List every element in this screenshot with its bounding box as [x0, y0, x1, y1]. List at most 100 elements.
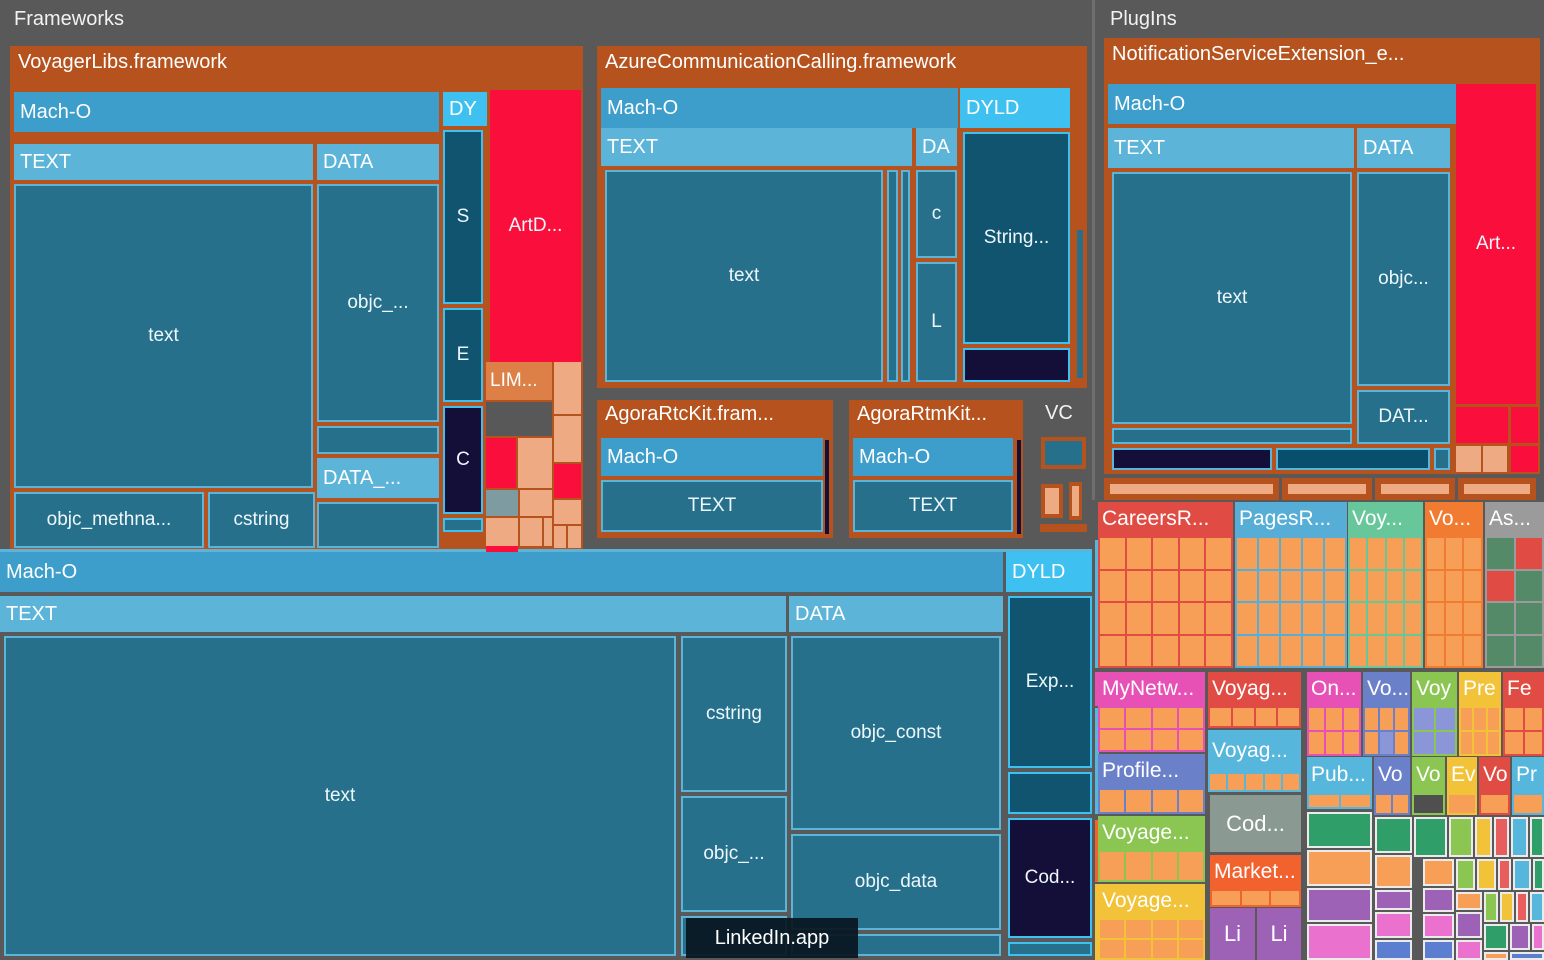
treemap-cell[interactable]: [1494, 817, 1509, 857]
treemap-cell[interactable]: [1307, 812, 1372, 848]
treemap-cell[interactable]: [486, 402, 552, 436]
treemap-cell[interactable]: [317, 502, 439, 548]
treemap-cell[interactable]: [1474, 708, 1486, 730]
treemap-cell[interactable]: [1380, 732, 1393, 754]
treemap-cell[interactable]: [1461, 732, 1473, 754]
treemap-cell[interactable]: [1153, 603, 1178, 634]
treemap-cell[interactable]: objc...: [1357, 172, 1450, 386]
treemap-cell[interactable]: [1524, 708, 1542, 730]
treemap-cell[interactable]: [1475, 817, 1492, 857]
treemap-cell[interactable]: [1505, 708, 1523, 730]
treemap-cell[interactable]: [1095, 884, 1099, 960]
treemap-cell[interactable]: [1343, 708, 1359, 730]
framework-agorartmkit[interactable]: AgoraRtmKit... Mach-O TEXT: [849, 400, 1023, 538]
treemap-cell[interactable]: [1375, 890, 1412, 910]
treemap-cell[interactable]: [1237, 570, 1257, 601]
treemap-cell[interactable]: [1303, 570, 1323, 601]
treemap-cell[interactable]: [1434, 448, 1450, 470]
treemap-cell[interactable]: [1259, 570, 1279, 601]
treemap-cell[interactable]: [1178, 940, 1203, 958]
treemap-cell[interactable]: [1228, 774, 1245, 790]
framework-voyagerlibs[interactable]: VoyagerLibs.framework Mach-O DY ArtD... …: [10, 46, 583, 552]
treemap-cell[interactable]: [1350, 538, 1367, 569]
data-band[interactable]: DATA: [1357, 128, 1450, 168]
treemap-cell[interactable]: [1487, 538, 1514, 569]
treemap-cell[interactable]: objc_...: [681, 796, 787, 912]
treemap-cell[interactable]: [486, 490, 518, 516]
treemap-cell[interactable]: [825, 440, 829, 534]
treemap-cell[interactable]: objc_...: [317, 184, 439, 422]
treemap-cell[interactable]: [1153, 635, 1178, 666]
treemap-cell[interactable]: [1282, 774, 1299, 790]
treemap-cell[interactable]: [554, 500, 581, 524]
mosaic-section[interactable]: Vo: [1374, 757, 1410, 815]
treemap-cell[interactable]: [1126, 940, 1151, 958]
treemap-cell[interactable]: [1423, 859, 1454, 886]
treemap-cell[interactable]: [1456, 912, 1482, 938]
mosaic-section[interactable]: Vo: [1479, 757, 1510, 815]
treemap-cell[interactable]: [1110, 484, 1273, 494]
treemap-cell[interactable]: [1152, 790, 1177, 812]
treemap-cell[interactable]: [1381, 484, 1449, 494]
treemap-cell[interactable]: [1484, 892, 1498, 922]
treemap-cell[interactable]: [1045, 488, 1059, 514]
treemap-cell[interactable]: L: [916, 262, 957, 382]
treemap-cell[interactable]: [518, 438, 552, 488]
treemap-cell[interactable]: [520, 490, 552, 516]
mosaic-section[interactable]: Voyage...: [1098, 816, 1205, 882]
treemap-cell[interactable]: [1126, 570, 1152, 601]
treemap-cell[interactable]: [1350, 603, 1367, 634]
treemap-cell[interactable]: [1326, 732, 1342, 754]
treemap-cell[interactable]: [887, 170, 898, 382]
mosaic-section[interactable]: Voy...: [1348, 502, 1423, 668]
treemap-cell[interactable]: [1126, 730, 1151, 750]
treemap-cell[interactable]: [1477, 859, 1496, 890]
mosaic-section[interactable]: Voy: [1412, 672, 1457, 756]
treemap-cell[interactable]: [1210, 774, 1227, 790]
dyld-band[interactable]: DYLD: [1006, 552, 1092, 592]
treemap-cell[interactable]: [1445, 603, 1463, 634]
treemap-cell[interactable]: [1530, 817, 1544, 857]
mosaic-section[interactable]: On...: [1307, 672, 1361, 756]
treemap-cell[interactable]: [1487, 732, 1499, 754]
treemap-cell[interactable]: [1386, 603, 1403, 634]
treemap-cell[interactable]: [1325, 538, 1345, 569]
treemap-cell[interactable]: [1461, 708, 1473, 730]
treemap-cell[interactable]: [1326, 708, 1342, 730]
treemap-cell[interactable]: [1309, 708, 1325, 730]
treemap-cell[interactable]: [1340, 795, 1370, 807]
treemap-cell[interactable]: [1237, 635, 1257, 666]
treemap-cell[interactable]: [1483, 446, 1507, 472]
treemap-cell[interactable]: [1100, 708, 1125, 728]
treemap-cell[interactable]: objc_methna...: [14, 492, 204, 548]
macho-band[interactable]: Mach-O: [601, 438, 823, 476]
treemap-cell[interactable]: [1464, 603, 1481, 634]
treemap-cell[interactable]: TEXT: [853, 480, 1013, 532]
mosaic-section[interactable]: Profile...: [1098, 754, 1205, 814]
treemap-cell[interactable]: [1126, 635, 1152, 666]
treemap-cell[interactable]: [1516, 892, 1528, 922]
treemap-cell[interactable]: [1500, 892, 1514, 922]
treemap-cell[interactable]: [1100, 538, 1125, 569]
treemap-cell[interactable]: Cod...: [1008, 818, 1092, 938]
treemap-cell[interactable]: [1445, 538, 1463, 569]
treemap-cell[interactable]: [1414, 732, 1434, 754]
treemap-cell[interactable]: [1427, 570, 1444, 601]
treemap-cell[interactable]: [1487, 635, 1514, 666]
treemap-cell[interactable]: E: [443, 308, 483, 402]
treemap-cell[interactable]: [1309, 795, 1339, 807]
mosaic-section[interactable]: Vo...: [1425, 502, 1483, 668]
treemap-cell[interactable]: [1264, 774, 1281, 790]
treemap-cell[interactable]: [1281, 635, 1301, 666]
treemap-cell[interactable]: [1464, 570, 1481, 601]
mosaic-section[interactable]: Pre: [1459, 672, 1501, 756]
treemap-cell[interactable]: [1178, 790, 1203, 812]
treemap-cell[interactable]: [1404, 570, 1421, 601]
treemap-cell[interactable]: [1100, 940, 1125, 958]
text-band[interactable]: TEXT: [0, 596, 786, 632]
treemap-cell[interactable]: text: [4, 636, 676, 956]
treemap-cell[interactable]: [1112, 448, 1272, 470]
treemap-cell[interactable]: [1368, 603, 1385, 634]
treemap-cell[interactable]: [1423, 888, 1454, 912]
data-band[interactable]: DATA: [317, 144, 439, 180]
